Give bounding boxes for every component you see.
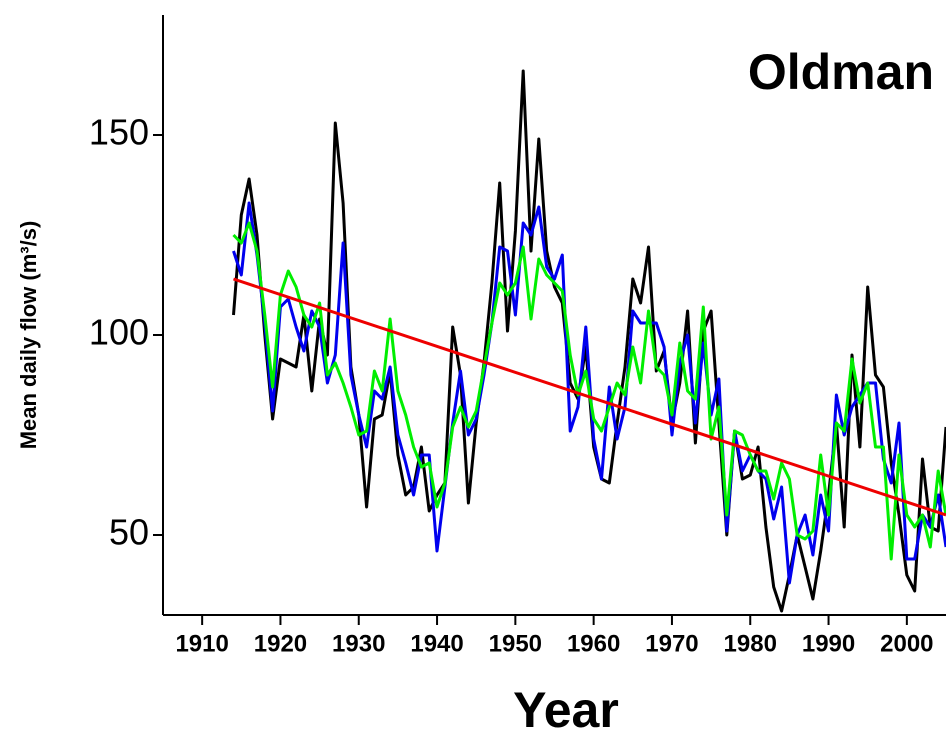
x-tick-label: 2000	[880, 630, 933, 657]
x-tick-label: 1960	[567, 630, 620, 657]
y-tick-label: 150	[89, 112, 149, 153]
x-tick-label: 1950	[489, 630, 542, 657]
y-tick-label: 100	[89, 312, 149, 353]
x-tick-label: 1910	[175, 630, 228, 657]
y-axis-label: Mean daily flow (m³/s)	[16, 221, 41, 450]
series-line	[232, 221, 946, 561]
series-line	[232, 201, 946, 585]
x-tick-label: 1930	[332, 630, 385, 657]
chart-title: Oldman	[748, 44, 934, 100]
x-tick-label: 1920	[254, 630, 307, 657]
x-tick-label: 1970	[645, 630, 698, 657]
x-tick-label: 1940	[410, 630, 463, 657]
x-axis-label: Year	[513, 682, 619, 738]
series-line	[232, 69, 946, 613]
trend-line	[233, 277, 946, 517]
x-tick-label: 1990	[802, 630, 855, 657]
y-tick-label: 50	[109, 512, 149, 553]
x-tick-label: 1980	[724, 630, 777, 657]
